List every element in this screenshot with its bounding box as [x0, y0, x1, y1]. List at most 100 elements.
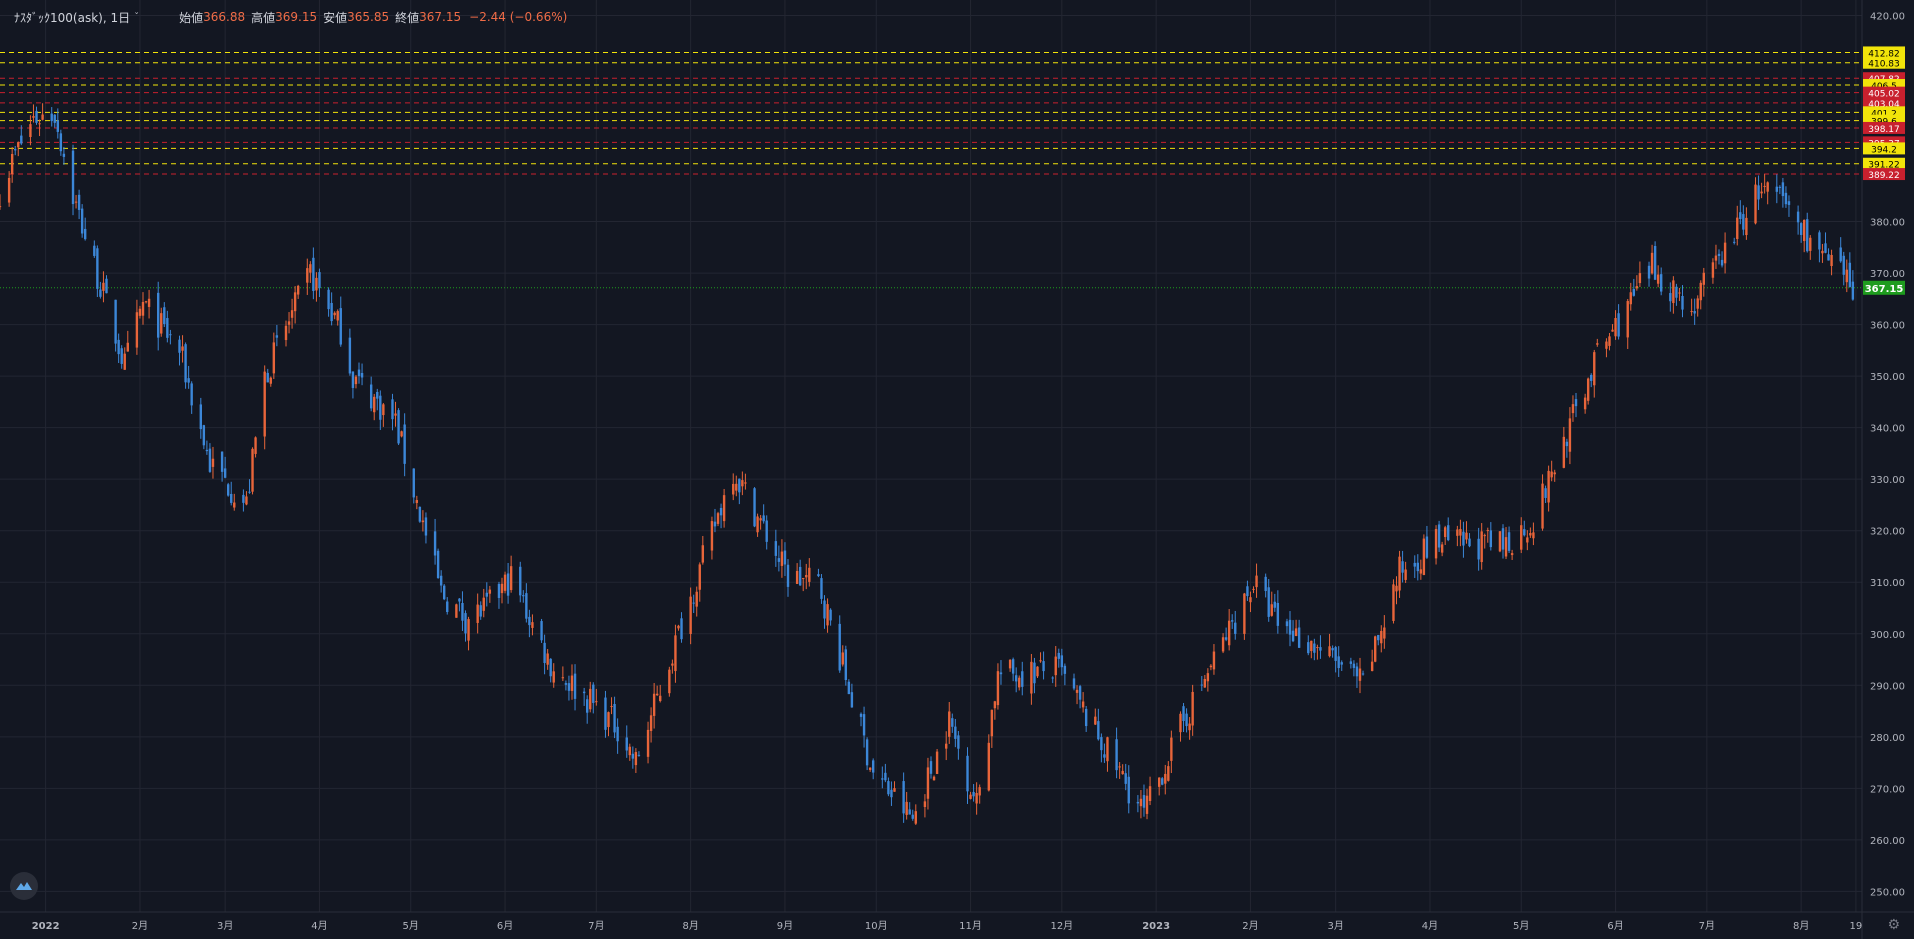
- candle-body: [1011, 659, 1015, 674]
- candle-body: [1659, 274, 1663, 292]
- candle-body: [1596, 343, 1599, 345]
- candle-body: [318, 272, 321, 289]
- candle-body: [1246, 586, 1249, 597]
- candle-body: [826, 604, 829, 626]
- candle-body: [628, 746, 631, 756]
- price-label: 410.83: [1868, 60, 1900, 70]
- candle-body: [680, 618, 683, 640]
- candle-body: [35, 110, 38, 123]
- candle-body: [1249, 597, 1252, 603]
- candle-body: [333, 312, 336, 316]
- candle-body: [978, 787, 981, 796]
- time-axis: 2022 2月 3月 4月 5月 6月 7月 8月 9月 10月 11月 12月 2023 2月 3月 4月 5…: [0, 911, 1914, 932]
- candle-body: [433, 531, 437, 556]
- candle-body: [77, 194, 81, 210]
- candle-body: [418, 506, 422, 522]
- x-tick-label: 8月: [1793, 920, 1809, 932]
- candle-body: [1209, 665, 1213, 668]
- x-tick-label: 5月: [403, 920, 419, 932]
- candle-body: [519, 566, 522, 596]
- candle-body: [1745, 217, 1748, 236]
- candle-body: [1285, 621, 1289, 627]
- candle-body: [287, 321, 291, 325]
- close-value: 367.15: [419, 10, 462, 24]
- candle-body: [1553, 472, 1556, 475]
- price-label: 398.17: [1868, 125, 1900, 135]
- symbol-label[interactable]: ﾅｽﾀﾞｯｸ100(ask), 1日: [14, 10, 131, 25]
- candle-body: [1288, 619, 1292, 635]
- candle-body: [284, 325, 288, 341]
- candle-body: [1212, 651, 1216, 670]
- y-tick-label: 270.00: [1870, 784, 1905, 795]
- candle-body: [330, 302, 333, 322]
- candle-body: [315, 277, 318, 291]
- candle-body: [573, 673, 577, 699]
- candle-body: [1541, 483, 1544, 529]
- candle-body: [1355, 666, 1359, 677]
- x-tick-label: 3月: [1327, 920, 1343, 932]
- candle-body: [1586, 378, 1590, 401]
- candle-body: [1565, 441, 1569, 447]
- y-tick-label: 290.00: [1870, 681, 1905, 692]
- candle-body: [552, 671, 555, 683]
- candle-body: [945, 743, 948, 749]
- candle-body: [1124, 773, 1127, 784]
- x-tick-label: 2022: [32, 921, 60, 932]
- candle-body: [1370, 661, 1374, 672]
- x-tick-label: 4月: [311, 920, 327, 932]
- candle-body: [1142, 795, 1146, 808]
- candle-body: [233, 502, 236, 508]
- candle-body: [616, 726, 619, 742]
- candle-body: [1653, 245, 1657, 280]
- candle-body: [1136, 801, 1140, 804]
- x-tick-label: 2月: [1242, 920, 1258, 932]
- candle-body: [564, 683, 568, 685]
- candle-body: [351, 371, 355, 388]
- candle-body: [415, 500, 419, 503]
- candle-body: [1331, 648, 1334, 651]
- candle-body: [266, 372, 269, 383]
- candle-body: [1118, 766, 1121, 768]
- candle-body: [589, 688, 592, 710]
- candle-body: [1039, 660, 1042, 662]
- candle-body: [1848, 262, 1852, 287]
- candle-body: [1742, 214, 1745, 230]
- last-price-bg: [1863, 280, 1905, 295]
- gear-icon[interactable]: ⚙: [1887, 917, 1900, 933]
- candle-body: [1827, 254, 1830, 261]
- candle-body: [80, 208, 84, 234]
- candle-body: [1526, 537, 1529, 543]
- candle-body: [397, 410, 400, 444]
- candle-body: [1447, 525, 1450, 541]
- candle-body: [455, 604, 458, 618]
- candle-body: [795, 570, 799, 584]
- candle-body: [391, 399, 394, 420]
- candle-body: [1413, 562, 1416, 567]
- candle-body: [637, 754, 641, 756]
- open-label: 始値: [179, 10, 204, 25]
- candle-body: [190, 383, 193, 406]
- candle-body: [701, 545, 705, 563]
- candle-body: [798, 566, 802, 586]
- candle-body: [1702, 272, 1705, 285]
- y-tick-label: 330.00: [1870, 475, 1905, 486]
- candle-body: [744, 482, 747, 484]
- candle-body: [163, 307, 166, 325]
- candle-body: [306, 268, 309, 283]
- candle-body: [458, 598, 461, 602]
- candle-body: [369, 384, 373, 409]
- candle-body: [1806, 219, 1809, 252]
- candle-body: [990, 709, 994, 737]
- candle-body: [59, 133, 63, 152]
- chevron-down-icon[interactable]: ˇ: [134, 11, 140, 23]
- candle-body: [62, 153, 66, 157]
- candle-body: [1425, 536, 1429, 558]
- candle-body: [823, 600, 826, 619]
- candle-body: [1008, 659, 1012, 669]
- candle-body: [1018, 677, 1021, 688]
- candle-body: [56, 120, 60, 132]
- candle-body: [1842, 255, 1845, 275]
- candle-body: [774, 541, 778, 556]
- tradingview-logo-icon[interactable]: [10, 872, 38, 900]
